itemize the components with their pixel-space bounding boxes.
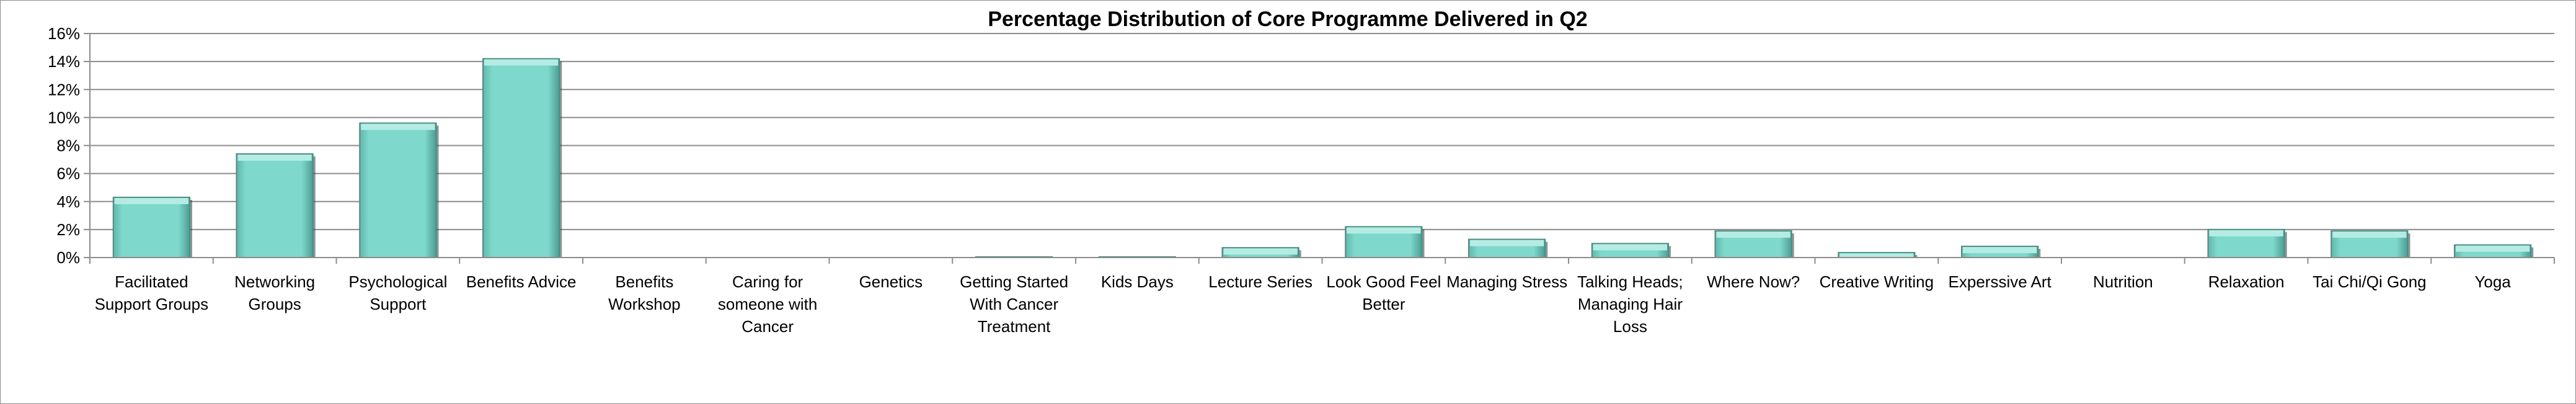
bar-bevel (2332, 231, 2407, 238)
bar (482, 58, 562, 259)
bar-bevel (237, 155, 312, 161)
y-tick-label: 14% (48, 52, 80, 71)
y-tick-label: 2% (56, 220, 80, 239)
bar-bevel (361, 123, 435, 130)
bar (2454, 244, 2534, 259)
y-axis-ticks: 0% 2% 4% 6% 8% 10% 12% 14% 16% (48, 24, 90, 267)
x-tick-label: Talking Heads; Managing Hair Loss (1577, 272, 1683, 336)
bar (1591, 243, 1671, 258)
bar (1221, 247, 1301, 258)
x-tick-label: Benefits Advice (466, 272, 577, 291)
x-tick-label: Creative Writing (1820, 272, 1934, 291)
bar-bevel (1223, 248, 1298, 255)
axes (89, 34, 2555, 264)
y-tick-label: 6% (56, 164, 80, 183)
x-tick-label: Caring for someone with Cancer (718, 272, 817, 336)
y-tick-label: 16% (48, 24, 80, 43)
bar (2207, 228, 2287, 258)
bars (112, 58, 2534, 259)
bar (236, 153, 316, 258)
bar (1714, 230, 1794, 259)
bar-bevel (1347, 227, 1421, 234)
bar (1961, 245, 2041, 259)
bar-bevel (1963, 246, 2037, 253)
x-tick-label: Nutrition (2093, 272, 2153, 291)
x-tick-label: Yoga (2474, 272, 2511, 291)
y-tick-label: 10% (48, 108, 80, 127)
y-tick-label: 0% (56, 248, 80, 267)
x-tick-label: Benefits Workshop (608, 272, 681, 313)
x-tick-label: Relaxation (2208, 272, 2285, 291)
bar-bevel (1716, 231, 1790, 238)
gridlines (90, 33, 2554, 258)
bar (112, 196, 192, 259)
x-tick-label: Experssive Art (1949, 272, 2052, 291)
x-axis-labels: Facilitated Support Groups Networking Group… (95, 272, 2512, 336)
bar-bevel (2209, 230, 2283, 236)
bar-bevel (114, 197, 188, 204)
x-tick-label: Managing Stress (1446, 272, 1567, 291)
chart-title: Percentage Distribution of Core Programm… (988, 7, 1587, 31)
x-tick-label: Genetics (859, 272, 923, 291)
x-tick-label: Networking Groups (234, 272, 315, 313)
bar-bevel (1470, 240, 1544, 246)
bar-body (112, 196, 190, 259)
x-tick-label: Where Now? (1707, 272, 1800, 291)
bar (1468, 238, 1548, 259)
bar-body (359, 122, 437, 258)
bar-bevel (484, 59, 559, 66)
bar-bevel (2456, 245, 2530, 252)
bar-bevel (1839, 253, 1914, 258)
x-tick-label: Look Good Feel Better (1326, 272, 1441, 313)
y-tick-label: 4% (56, 192, 80, 211)
x-tick-label: Kids Days (1101, 272, 1174, 291)
y-tick-label: 8% (56, 137, 80, 155)
x-tick-label: Psychological Support (348, 272, 447, 313)
x-tick-label: Tai Chi/Qi Gong (2313, 272, 2427, 291)
bar (1345, 226, 1425, 258)
bar-bevel (1593, 244, 1667, 251)
bar (359, 122, 439, 258)
x-tick-label: Lecture Series (1208, 272, 1312, 291)
bar-body (482, 58, 560, 259)
y-tick-label: 12% (48, 80, 80, 99)
x-tick-label: Getting Started With Cancer Treatment (960, 272, 1068, 336)
bar-body (236, 153, 314, 258)
x-tick-label: Facilitated Support Groups (95, 272, 209, 313)
bar (2330, 230, 2410, 259)
